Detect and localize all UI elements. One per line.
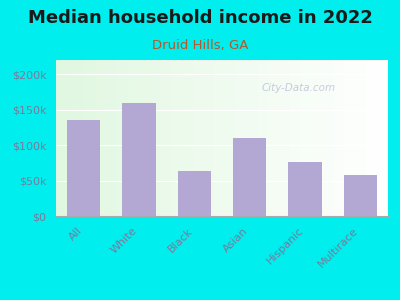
Text: Druid Hills, GA: Druid Hills, GA xyxy=(152,39,248,52)
Bar xyxy=(178,171,211,216)
Bar xyxy=(67,120,100,216)
Text: Median household income in 2022: Median household income in 2022 xyxy=(28,9,372,27)
Bar xyxy=(344,175,377,216)
Bar xyxy=(233,138,266,216)
Bar xyxy=(288,162,322,216)
Bar xyxy=(122,103,156,216)
Text: City-Data.com: City-Data.com xyxy=(261,83,336,93)
